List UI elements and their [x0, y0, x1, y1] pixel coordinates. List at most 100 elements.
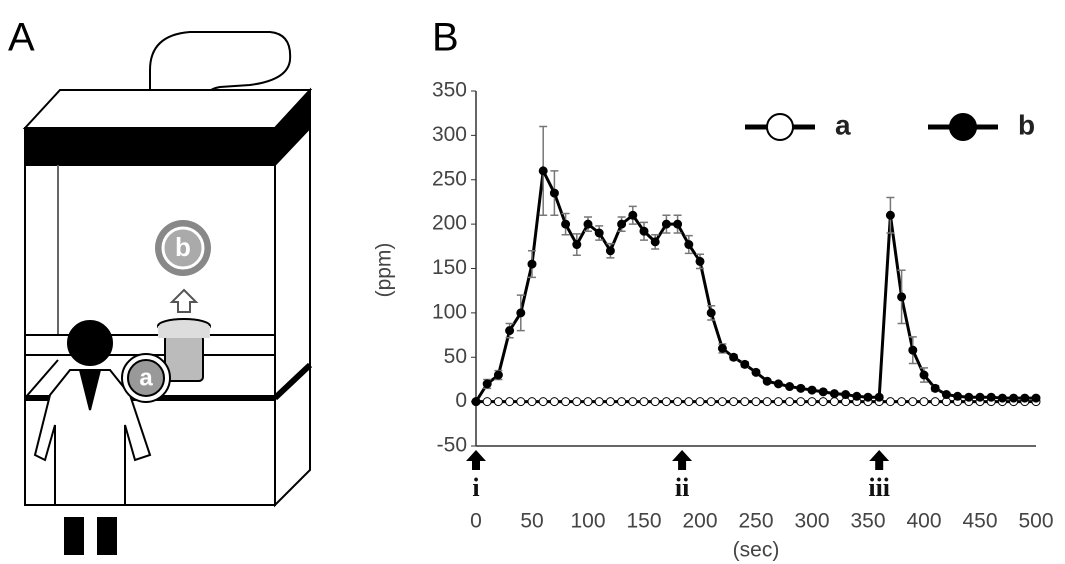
- marker: [740, 359, 750, 369]
- marker: [617, 397, 627, 407]
- panel-label: B: [432, 16, 459, 60]
- marker: [516, 397, 526, 407]
- arrow-up: [169, 288, 199, 313]
- marker: [729, 352, 739, 362]
- marker: [605, 246, 615, 256]
- marker: [818, 387, 828, 397]
- x-tick-label: 250: [738, 510, 773, 533]
- marker: [538, 397, 548, 407]
- marker: [471, 397, 481, 407]
- marker: [829, 397, 839, 407]
- marker: [628, 210, 638, 220]
- annotation: iii: [868, 473, 890, 502]
- marker: [527, 259, 537, 269]
- marker: [717, 397, 727, 407]
- series-line: [474, 165, 1036, 403]
- marker: [919, 397, 929, 407]
- marker: [863, 392, 873, 402]
- y-tick-label: 350: [432, 79, 467, 102]
- y-tick-label: 0: [455, 389, 467, 412]
- leg: [97, 517, 117, 555]
- marker: [908, 345, 918, 355]
- marker: [594, 228, 604, 238]
- marker: [493, 397, 503, 407]
- marker: [953, 391, 963, 401]
- y-tick-label: 300: [432, 123, 467, 146]
- marker: [796, 383, 806, 393]
- marker: [706, 308, 716, 318]
- y-tick-label: 150: [432, 256, 467, 279]
- x-tick-label: 300: [794, 510, 829, 533]
- marker: [695, 397, 705, 407]
- marker: [493, 370, 503, 380]
- marker: [1020, 393, 1030, 403]
- marker: [617, 219, 627, 229]
- x-tick-label: 100: [570, 510, 605, 533]
- marker: [997, 393, 1007, 403]
- x-tick-label: 200: [682, 510, 717, 533]
- label-a: a: [139, 364, 153, 391]
- marker: [785, 397, 795, 407]
- marker: [594, 397, 604, 407]
- marker: [908, 397, 918, 407]
- marker: [773, 397, 783, 407]
- y-tick-label: 100: [432, 300, 467, 323]
- marker: [919, 370, 929, 380]
- marker: [684, 240, 694, 250]
- marker: [807, 397, 817, 407]
- marker: [583, 397, 593, 407]
- marker: [549, 188, 559, 198]
- marker: [975, 392, 985, 402]
- marker: [650, 397, 660, 407]
- y-tick-label: -50: [437, 434, 467, 457]
- marker: [561, 219, 571, 229]
- marker: [897, 397, 907, 407]
- marker: [986, 392, 996, 402]
- marker: [482, 397, 492, 407]
- hood-side: [274, 125, 311, 508]
- vapor-a: [127, 359, 165, 397]
- marker: [639, 397, 649, 407]
- annotation: i: [472, 473, 479, 502]
- marker: [482, 379, 492, 389]
- x-axis-label: (sec): [733, 539, 780, 562]
- marker: [729, 397, 739, 407]
- tie: [78, 369, 102, 411]
- marker: [583, 219, 593, 229]
- x-tick-label: 50: [520, 510, 543, 533]
- marker: [796, 397, 806, 407]
- x-tick-label: 500: [1018, 510, 1053, 533]
- marker: [717, 343, 727, 353]
- marker: [773, 379, 783, 389]
- bottle-cap-body: [158, 326, 210, 338]
- marker: [661, 397, 671, 407]
- marker: [964, 392, 974, 402]
- marker: [549, 397, 559, 407]
- x-tick-label: 400: [906, 510, 941, 533]
- marker: [751, 397, 761, 407]
- marker: [885, 210, 895, 220]
- y-tick-label: 200: [432, 212, 467, 235]
- x-tick-label: 350: [850, 510, 885, 533]
- marker: [661, 219, 671, 229]
- marker: [930, 383, 940, 393]
- hood-top: [22, 89, 313, 129]
- marker: [941, 390, 951, 400]
- y-tick-label: 250: [432, 167, 467, 190]
- marker: [538, 166, 548, 176]
- marker: [505, 326, 515, 336]
- marker: [684, 397, 694, 407]
- legend-marker: [766, 113, 794, 141]
- hood-band: [24, 127, 276, 166]
- marker: [505, 397, 515, 407]
- marker: [930, 397, 940, 407]
- panel-label: A: [8, 16, 35, 60]
- marker: [897, 292, 907, 302]
- work-surface-edge: [24, 359, 59, 399]
- y-tick-label: 50: [444, 345, 467, 368]
- arrow: [466, 450, 486, 470]
- legend-marker: [949, 113, 977, 141]
- leg: [64, 517, 84, 555]
- illustration: [22, 31, 313, 555]
